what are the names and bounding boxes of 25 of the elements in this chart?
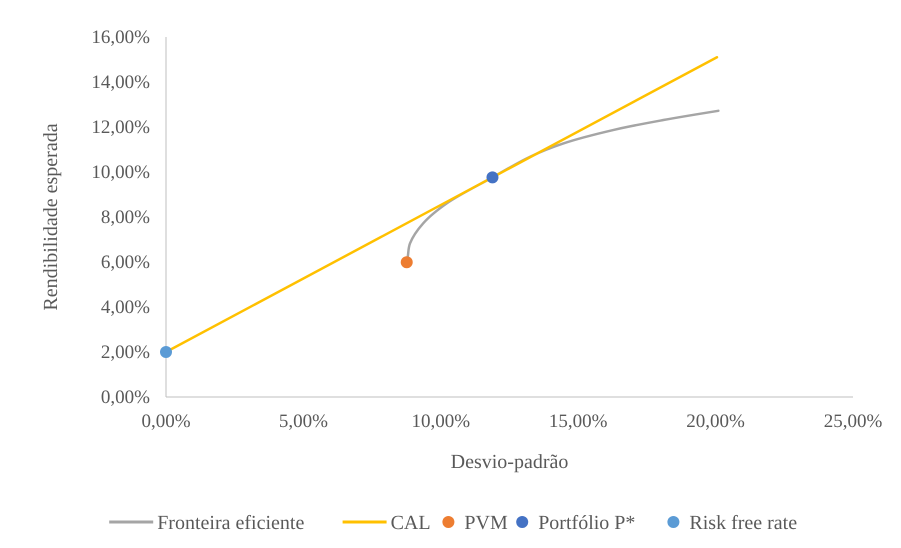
x-tick-label: 20,00% — [686, 411, 746, 432]
x-tick-label: 10,00% — [412, 411, 470, 432]
legend-label: Portfólio P* — [538, 512, 636, 534]
x-tick-label: 15,00% — [548, 411, 608, 432]
x-tick-label: 0,00% — [141, 411, 191, 432]
x-axis-title: Desvio-padrão — [450, 451, 568, 473]
legend-label: Risk free rate — [689, 512, 798, 534]
legend-label: PVM — [464, 512, 508, 534]
y-tick-label: 10,00% — [91, 162, 150, 183]
point — [160, 346, 172, 358]
legend-label: Fronteira eficiente — [157, 512, 304, 534]
y-axis-title: Rendibilidade esperada — [40, 123, 62, 311]
point — [400, 256, 413, 268]
y-tick-label: 12,00% — [91, 117, 150, 138]
y-tick-label: 6,00% — [100, 252, 150, 273]
y-tick-label: 14,00% — [91, 72, 150, 93]
y-tick-label: 8,00% — [100, 207, 150, 228]
legend-label: CAL — [390, 512, 431, 534]
x-tick-label: 5,00% — [278, 411, 328, 432]
y-tick-label: 4,00% — [100, 297, 150, 318]
x-tick-label: 25,00% — [824, 411, 882, 432]
point — [486, 171, 498, 184]
y-tick-label: 0,00% — [100, 387, 150, 408]
y-tick-label: 16,00% — [91, 27, 150, 48]
y-tick-label: 2,00% — [100, 342, 150, 363]
